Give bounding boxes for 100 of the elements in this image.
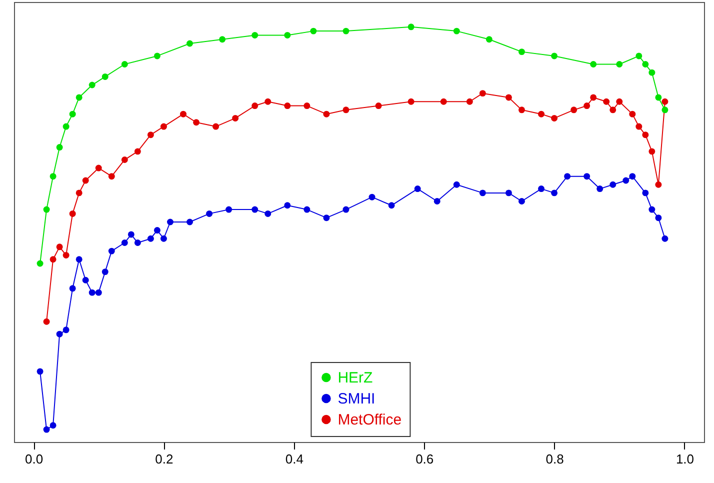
x-tick-label: 0.6 bbox=[416, 452, 434, 466]
point bbox=[160, 235, 167, 242]
point bbox=[304, 102, 310, 110]
point bbox=[453, 28, 460, 34]
point bbox=[304, 206, 310, 213]
point bbox=[323, 214, 330, 222]
point bbox=[616, 61, 623, 68]
point bbox=[342, 106, 350, 114]
point bbox=[102, 73, 108, 80]
point bbox=[50, 256, 56, 263]
point bbox=[252, 32, 258, 38]
point bbox=[408, 24, 414, 30]
point bbox=[154, 52, 160, 60]
point bbox=[50, 422, 56, 429]
point bbox=[50, 173, 56, 180]
point bbox=[36, 368, 44, 375]
point bbox=[375, 102, 382, 110]
point bbox=[636, 123, 642, 130]
point bbox=[655, 94, 662, 101]
point bbox=[134, 240, 141, 246]
point bbox=[147, 235, 154, 242]
point bbox=[629, 173, 636, 180]
point bbox=[134, 148, 141, 155]
point bbox=[62, 326, 70, 334]
point bbox=[76, 94, 82, 101]
point bbox=[648, 69, 656, 76]
point bbox=[88, 289, 96, 296]
point bbox=[610, 181, 616, 188]
point bbox=[102, 268, 108, 276]
point bbox=[655, 214, 662, 222]
point bbox=[479, 90, 486, 97]
point bbox=[226, 206, 232, 213]
point bbox=[642, 190, 649, 196]
point bbox=[186, 218, 193, 226]
point bbox=[264, 210, 272, 217]
point bbox=[193, 119, 200, 126]
point bbox=[538, 186, 545, 192]
point bbox=[368, 194, 376, 200]
point bbox=[108, 173, 115, 180]
point bbox=[662, 98, 668, 105]
point bbox=[408, 98, 414, 105]
point bbox=[76, 256, 82, 263]
point bbox=[642, 132, 649, 138]
point bbox=[570, 106, 578, 114]
point bbox=[616, 98, 623, 105]
point bbox=[551, 190, 558, 196]
point bbox=[206, 210, 213, 217]
point bbox=[69, 110, 76, 118]
point bbox=[95, 164, 102, 172]
point bbox=[219, 36, 226, 43]
point bbox=[121, 156, 128, 163]
point bbox=[36, 260, 44, 267]
point bbox=[121, 240, 128, 246]
point bbox=[43, 206, 50, 213]
point bbox=[584, 102, 590, 110]
point bbox=[310, 28, 317, 34]
point bbox=[629, 110, 636, 118]
point bbox=[62, 252, 70, 258]
point bbox=[264, 98, 272, 105]
point bbox=[453, 181, 460, 188]
point bbox=[505, 94, 512, 101]
point bbox=[252, 102, 258, 110]
point bbox=[121, 61, 128, 68]
point bbox=[76, 190, 82, 196]
point bbox=[56, 244, 63, 250]
point bbox=[108, 248, 115, 254]
point bbox=[518, 48, 525, 56]
point bbox=[69, 285, 76, 292]
x-tick-label: 0.8 bbox=[546, 452, 564, 466]
point bbox=[596, 186, 604, 192]
point bbox=[82, 276, 89, 284]
point bbox=[486, 36, 492, 43]
point bbox=[551, 52, 558, 60]
legend-label: HErZ bbox=[338, 370, 373, 386]
point bbox=[232, 114, 239, 122]
point bbox=[212, 123, 220, 130]
point bbox=[284, 32, 291, 38]
point bbox=[648, 206, 656, 213]
point bbox=[147, 132, 154, 138]
point bbox=[95, 289, 102, 296]
x-tick-label: 1.0 bbox=[676, 452, 694, 466]
point bbox=[538, 110, 545, 118]
point bbox=[388, 202, 395, 209]
point bbox=[284, 202, 291, 209]
point bbox=[655, 181, 662, 188]
point bbox=[603, 98, 610, 105]
point bbox=[590, 94, 597, 101]
point bbox=[518, 198, 525, 204]
point bbox=[642, 61, 649, 68]
point bbox=[505, 190, 512, 196]
point bbox=[43, 318, 50, 325]
point bbox=[662, 106, 668, 114]
point bbox=[662, 235, 668, 242]
point bbox=[466, 98, 473, 105]
point bbox=[414, 186, 421, 192]
point bbox=[69, 210, 76, 217]
point bbox=[342, 28, 350, 34]
x-tick-label: 0.4 bbox=[285, 452, 304, 466]
point bbox=[518, 106, 525, 114]
point bbox=[56, 330, 63, 338]
